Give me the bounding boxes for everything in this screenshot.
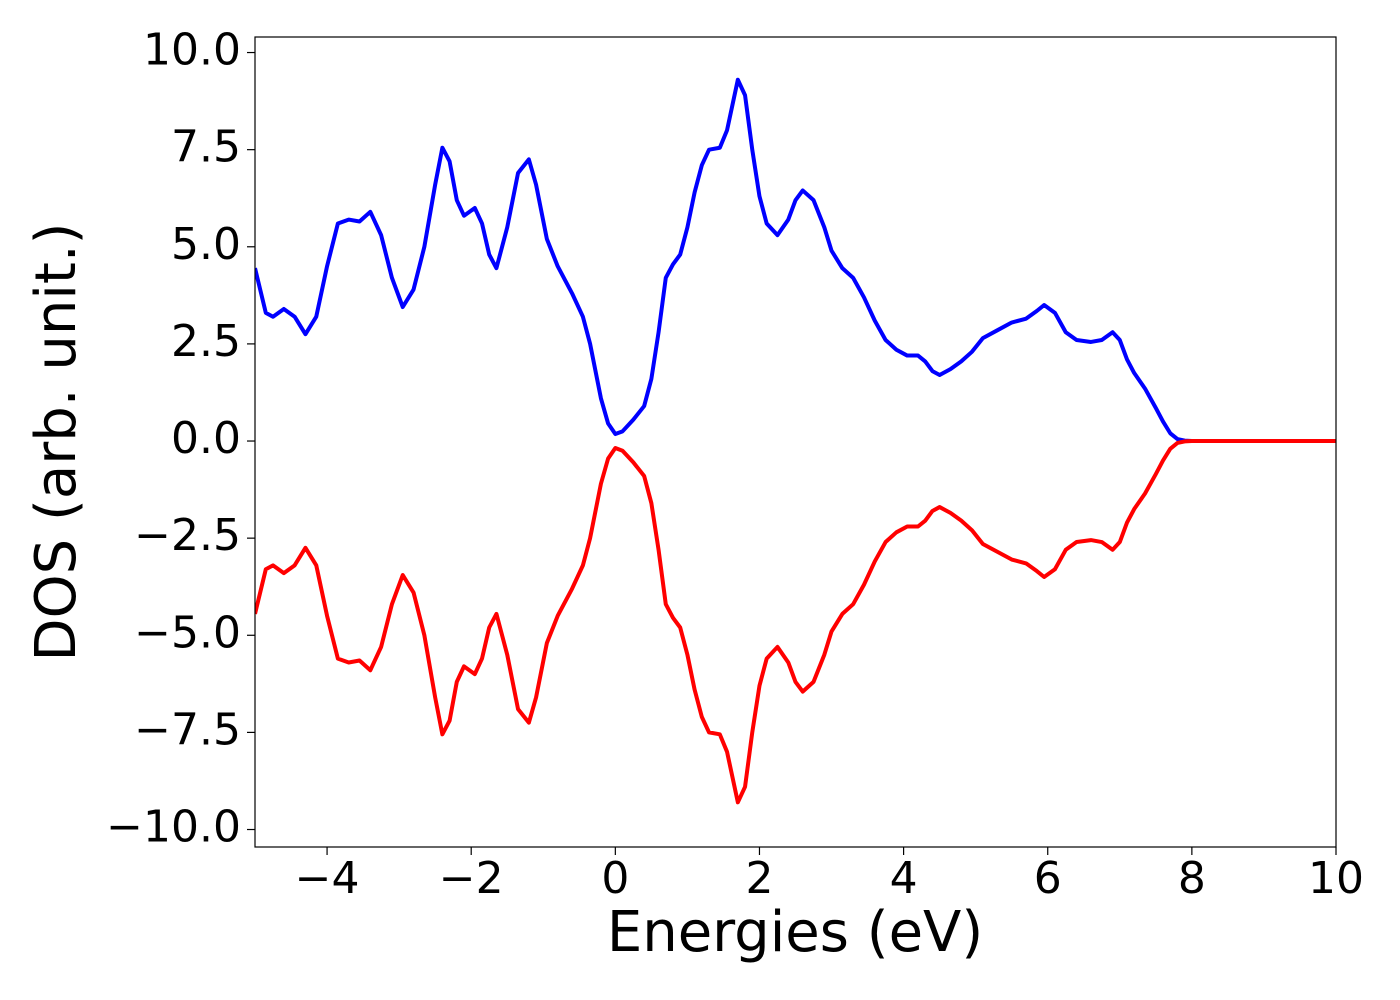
line-series xyxy=(255,77,1336,444)
y-tick-label: −10.0 xyxy=(106,802,241,853)
y-tick-label: 10.0 xyxy=(143,25,241,76)
x-axis-label: Energies (eV) xyxy=(607,900,983,965)
y-tick-label: 2.5 xyxy=(171,316,241,367)
y-tick-label: 5.0 xyxy=(171,219,241,270)
x-tick-label: 4 xyxy=(890,853,918,904)
plot-frame xyxy=(254,36,1337,848)
y-axis-label: DOS (arb. unit.) xyxy=(24,222,89,661)
x-tick-label: 2 xyxy=(745,853,773,904)
y-tick-label: −5.0 xyxy=(134,607,241,658)
x-tick-label: −4 xyxy=(295,853,360,904)
x-tick-label: −2 xyxy=(439,853,504,904)
y-tick-label: 0.0 xyxy=(171,413,241,464)
y-tick-label: 7.5 xyxy=(171,122,241,173)
x-tick-label: 0 xyxy=(601,853,629,904)
line-series xyxy=(255,439,1336,805)
y-tick-label: −2.5 xyxy=(134,510,241,561)
y-tick-label: −7.5 xyxy=(134,704,241,755)
x-tick-label: 8 xyxy=(1178,853,1206,904)
x-tick-label: 6 xyxy=(1034,853,1062,904)
x-tick-label: 10 xyxy=(1308,853,1364,904)
